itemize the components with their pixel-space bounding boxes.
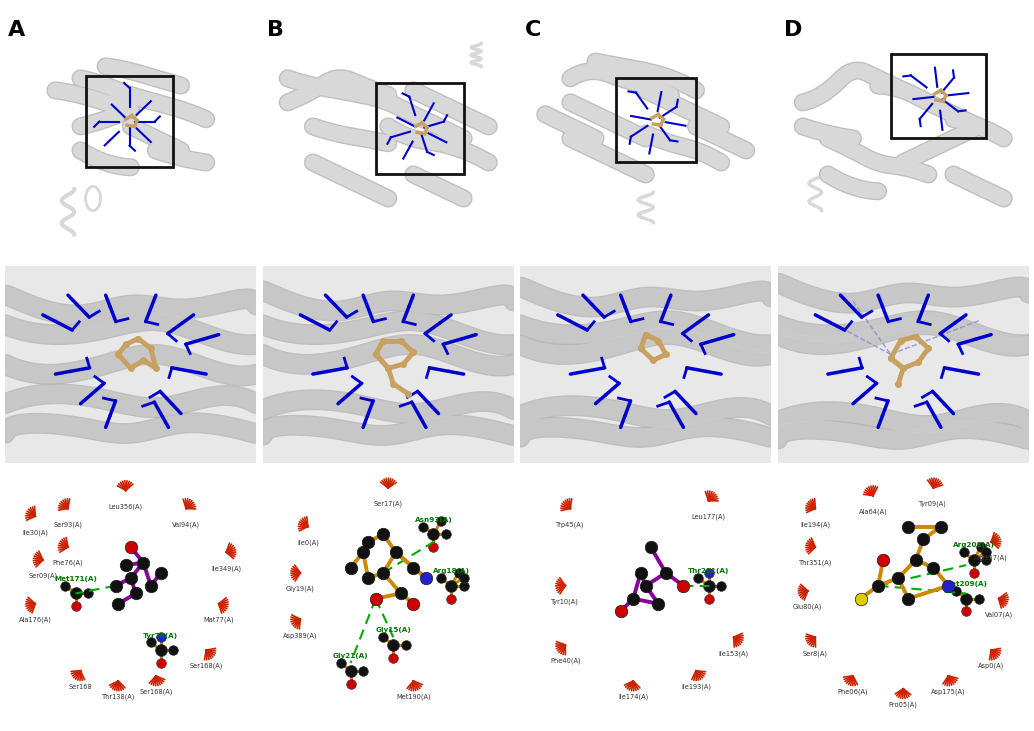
Text: Phe76(A): Phe76(A) bbox=[53, 560, 84, 567]
Text: Phe06(A): Phe06(A) bbox=[838, 689, 869, 695]
Text: Mat77(A): Mat77(A) bbox=[204, 617, 234, 623]
Text: Ile194(A): Ile194(A) bbox=[800, 521, 830, 528]
Text: Thr351(A): Thr351(A) bbox=[798, 560, 832, 567]
Text: Gly15(A): Gly15(A) bbox=[375, 627, 412, 633]
Text: B: B bbox=[267, 20, 283, 40]
Text: Gly19(A): Gly19(A) bbox=[285, 586, 314, 592]
Bar bbox=[890, 54, 986, 138]
Text: Ala64(A): Ala64(A) bbox=[858, 509, 887, 515]
Text: Ala176(A): Ala176(A) bbox=[19, 617, 52, 623]
Text: Ser168(A): Ser168(A) bbox=[140, 689, 173, 695]
Text: Arg157(A): Arg157(A) bbox=[974, 555, 1008, 561]
Text: Ser168: Ser168 bbox=[68, 683, 92, 689]
Text: Asp175(A): Asp175(A) bbox=[932, 689, 966, 695]
Text: Ile0(A): Ile0(A) bbox=[297, 539, 318, 546]
Bar bbox=[86, 76, 174, 167]
Text: Leu356(A): Leu356(A) bbox=[109, 504, 143, 510]
Text: Ile153(A): Ile153(A) bbox=[719, 650, 749, 656]
Text: C: C bbox=[525, 20, 542, 40]
Text: Ser17(A): Ser17(A) bbox=[373, 501, 403, 507]
Text: Pro05(A): Pro05(A) bbox=[889, 702, 917, 708]
Text: Met190(A): Met190(A) bbox=[396, 694, 431, 700]
Bar bbox=[375, 83, 463, 175]
Text: Val94(A): Val94(A) bbox=[172, 521, 201, 528]
Text: Ile30(A): Ile30(A) bbox=[23, 529, 49, 536]
Bar bbox=[615, 78, 696, 162]
Text: A: A bbox=[8, 20, 26, 40]
Text: Gly21(A): Gly21(A) bbox=[333, 653, 368, 659]
Text: Tyr10(A): Tyr10(A) bbox=[551, 599, 579, 605]
Text: Val07(A): Val07(A) bbox=[984, 612, 1013, 618]
Text: Arg18(A): Arg18(A) bbox=[432, 568, 469, 574]
Text: Glu80(A): Glu80(A) bbox=[793, 604, 822, 610]
Text: Ile193(A): Ile193(A) bbox=[681, 683, 711, 690]
Text: Asp0(A): Asp0(A) bbox=[978, 663, 1004, 670]
Text: Asn93(A): Asn93(A) bbox=[415, 517, 452, 523]
Text: Tyr76(A): Tyr76(A) bbox=[144, 632, 179, 638]
Text: Phe40(A): Phe40(A) bbox=[550, 658, 581, 664]
Text: Thr211(A): Thr211(A) bbox=[688, 568, 729, 574]
Text: Ile349(A): Ile349(A) bbox=[211, 565, 241, 572]
Text: Ser168(A): Ser168(A) bbox=[189, 663, 222, 670]
Text: Leu177(A): Leu177(A) bbox=[692, 514, 726, 520]
Text: Ile174(A): Ile174(A) bbox=[618, 694, 648, 700]
Text: Trp45(A): Trp45(A) bbox=[556, 521, 584, 528]
Text: Thr138(A): Thr138(A) bbox=[101, 694, 134, 700]
Text: Met209(A): Met209(A) bbox=[944, 581, 987, 587]
Text: Tyr09(A): Tyr09(A) bbox=[919, 501, 947, 507]
Text: Ser8(A): Ser8(A) bbox=[802, 650, 828, 656]
Text: Ser93(A): Ser93(A) bbox=[54, 521, 83, 528]
Text: Ser09(A): Ser09(A) bbox=[28, 573, 58, 580]
Text: Asp389(A): Asp389(A) bbox=[283, 632, 317, 639]
Text: D: D bbox=[784, 20, 802, 40]
Text: Met171(A): Met171(A) bbox=[54, 576, 97, 582]
Text: Arg208(A): Arg208(A) bbox=[952, 542, 995, 548]
